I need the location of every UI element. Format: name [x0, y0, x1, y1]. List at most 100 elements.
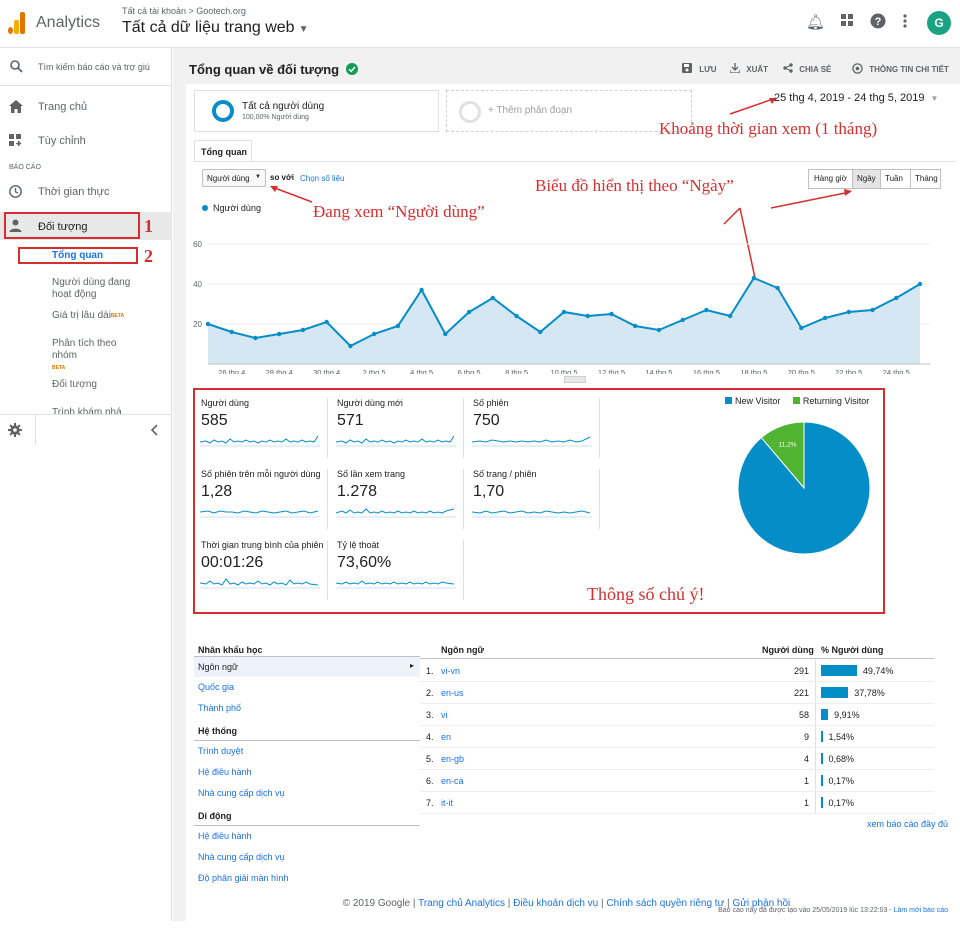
row-percent-bar	[821, 797, 823, 808]
row-users: 4	[803, 754, 809, 764]
row-percent: 9,91%	[834, 710, 860, 720]
system-item-os[interactable]: Hệ điều hành	[198, 767, 252, 777]
x-tick-label: 12 thg 5	[598, 368, 625, 374]
row-users: 221	[793, 688, 809, 698]
annotation-number-2: 2	[144, 246, 153, 266]
sidebar-item-customize[interactable]: Tùy chỉnh	[0, 126, 172, 156]
granularity-hourly-button[interactable]: Hàng giờ	[809, 170, 852, 188]
row-language-link[interactable]: vi	[441, 710, 448, 720]
system-heading: Hệ thống	[194, 719, 420, 741]
metric-card[interactable]: Số trang / phiên 1,70	[472, 469, 600, 529]
refresh-report-link[interactable]: Làm mới báo cáo	[893, 907, 948, 914]
save-button[interactable]: LƯU	[682, 63, 717, 74]
x-tick-label: 14 thg 5	[645, 368, 672, 374]
footer-link-feedback[interactable]: Gửi phản hồi	[732, 898, 791, 909]
sidebar-item-explorer[interactable]: Trình khám phá	[52, 407, 122, 414]
sidebar-item-realtime[interactable]: Thời gian thực	[0, 177, 172, 207]
segment-all-users[interactable]: Tất cả người dùng 100,00% Người dùng	[194, 90, 439, 132]
granularity-month-button[interactable]: Tháng	[910, 170, 941, 188]
mobile-item-resolution[interactable]: Độ phân giải màn hình	[198, 873, 289, 883]
demographics-item-country[interactable]: Quốc gia	[198, 682, 235, 692]
metric-card[interactable]: Thời gian trung bình của phiên 00:01:26	[200, 540, 328, 600]
export-button[interactable]: XUẤT	[729, 63, 768, 74]
system-item-browser[interactable]: Trình duyệt	[198, 746, 244, 756]
annotation-box-overview	[18, 247, 138, 264]
more-vert-icon[interactable]	[902, 13, 908, 33]
search-input[interactable]: Tìm kiếm báo cáo và trợ giú	[38, 62, 150, 72]
mobile-item-isp[interactable]: Nhà cung cấp dịch vụ	[198, 852, 285, 862]
granularity-day-button[interactable]: Ngày	[852, 170, 880, 188]
granularity-group: Hàng giờ Ngày Tuần Tháng	[808, 169, 941, 189]
metric-card[interactable]: Tỷ lệ thoát 73,60%	[336, 540, 464, 600]
data-point	[870, 307, 875, 313]
apps-grid-icon[interactable]	[840, 13, 854, 31]
chevron-left-icon[interactable]	[150, 424, 158, 436]
row-language-link[interactable]: en-us	[441, 688, 464, 698]
visitor-pie-chart[interactable]: 11,2% 88,8%	[734, 418, 874, 558]
demographics-item-language[interactable]: Ngôn ngữ ▸	[194, 657, 420, 677]
row-language-link[interactable]: en-gb	[441, 754, 465, 764]
account-breadcrumb[interactable]: Tất cả tài khoản > Gootech.org	[122, 6, 246, 16]
footer-link-privacy[interactable]: Chính sách quyền riêng tư	[606, 898, 725, 909]
sparkline-path	[472, 510, 591, 514]
row-separator	[815, 726, 816, 747]
metric-sparkline	[472, 436, 592, 447]
sidebar-item-overview[interactable]: Tổng quan	[0, 246, 172, 265]
insights-button[interactable]: THÔNG TIN CHI TIẾT	[852, 63, 949, 74]
add-segment-button[interactable]: + Thêm phân đoạn	[446, 90, 692, 132]
chart-legend: Người dùng	[202, 203, 261, 213]
metric-name: Số phiên	[473, 398, 509, 408]
sidebar-item-active-users[interactable]: Người dùng đang hoạt động	[52, 277, 131, 300]
row-language-link[interactable]: vi-vn	[441, 666, 461, 676]
sidebar-item-audience[interactable]: Đối tượng	[0, 212, 172, 240]
table-row: 6. en-ca 1 0,17%	[420, 770, 934, 792]
metric-card[interactable]: Số lần xem trang 1.278	[336, 469, 464, 529]
metric-card[interactable]: Người dùng mới 571	[336, 398, 464, 458]
row-language-link[interactable]: en	[441, 732, 452, 742]
metric-select[interactable]: Người dùng ▼	[202, 169, 266, 187]
help-icon[interactable]: ?	[870, 13, 886, 33]
metric-value: 1,28	[201, 483, 233, 500]
x-tick-label: 18 thg 5	[740, 368, 767, 374]
metric-value: 750	[473, 412, 500, 429]
analytics-logo-icon[interactable]	[8, 12, 25, 34]
gear-icon[interactable]	[8, 423, 22, 437]
sparkline-path	[336, 580, 455, 585]
footer-link-analytics-home[interactable]: Trang chủ Analytics	[418, 898, 506, 909]
avatar[interactable]: G	[927, 11, 951, 35]
metric-sparkline	[200, 578, 320, 589]
row-rank: 6.	[426, 776, 434, 786]
users-line-chart[interactable]: 20 40 60 26 thg 4 28 thg 4 30 thg 4 2 thg 5 4 t…	[186, 214, 960, 374]
share-button[interactable]: CHIA SẺ	[783, 63, 831, 74]
row-separator	[815, 704, 816, 725]
add-segment-label: + Thêm phân đoạn	[488, 105, 573, 116]
metric-card[interactable]: Số phiên 750	[472, 398, 600, 458]
metric-card[interactable]: Người dùng 585	[200, 398, 328, 458]
date-range-picker[interactable]: 25 thg 4, 2019 - 24 thg 5, 2019 ▼	[774, 92, 938, 104]
date-range-text: 25 thg 4, 2019 - 24 thg 5, 2019	[774, 92, 925, 104]
sidebar-item-audiences[interactable]: Đối tượng	[52, 379, 97, 390]
segment-name: Tất cả người dùng	[242, 101, 325, 112]
sidebar-item-lifetime-value[interactable]: Giá trị lâu dàiBETA	[52, 310, 124, 322]
chart-resize-handle[interactable]	[564, 376, 586, 383]
footer-link-terms[interactable]: Điều khoản dịch vụ	[513, 898, 599, 909]
sidebar-item-home[interactable]: Trang chủ	[0, 92, 172, 122]
granularity-week-button[interactable]: Tuần	[880, 170, 910, 188]
sidebar-search[interactable]: Tìm kiếm báo cáo và trợ giú	[0, 48, 172, 86]
choose-metric-link[interactable]: Chọn số liệu	[300, 174, 345, 183]
tab-overview[interactable]: Tổng quan	[194, 140, 252, 162]
system-item-isp[interactable]: Nhà cung cấp dịch vụ	[198, 788, 285, 798]
full-report-link[interactable]: xem báo cáo đầy đủ	[866, 819, 948, 829]
notifications-bell-icon[interactable]: 🔔︎	[806, 14, 826, 31]
report-content: Tất cả người dùng 100,00% Người dùng + T…	[186, 84, 960, 929]
property-selector[interactable]: Tất cả dữ liệu trang web ▼	[122, 19, 308, 37]
sidebar-item-cohort[interactable]: Phân tích theo nhóm BETA	[52, 338, 137, 374]
demographics-item-city[interactable]: Thành phố	[198, 703, 242, 713]
row-language-link[interactable]: it-it	[441, 798, 453, 808]
x-tick-label: 24 thg 5	[883, 368, 910, 374]
row-language-link[interactable]: en-ca	[441, 776, 464, 786]
mobile-item-os[interactable]: Hệ điều hành	[198, 831, 252, 841]
legend-new-visitor: New Visitor	[735, 396, 781, 406]
metric-card[interactable]: Số phiên trên mỗi người dùng 1,28	[200, 469, 328, 529]
row-users: 1	[803, 776, 809, 786]
